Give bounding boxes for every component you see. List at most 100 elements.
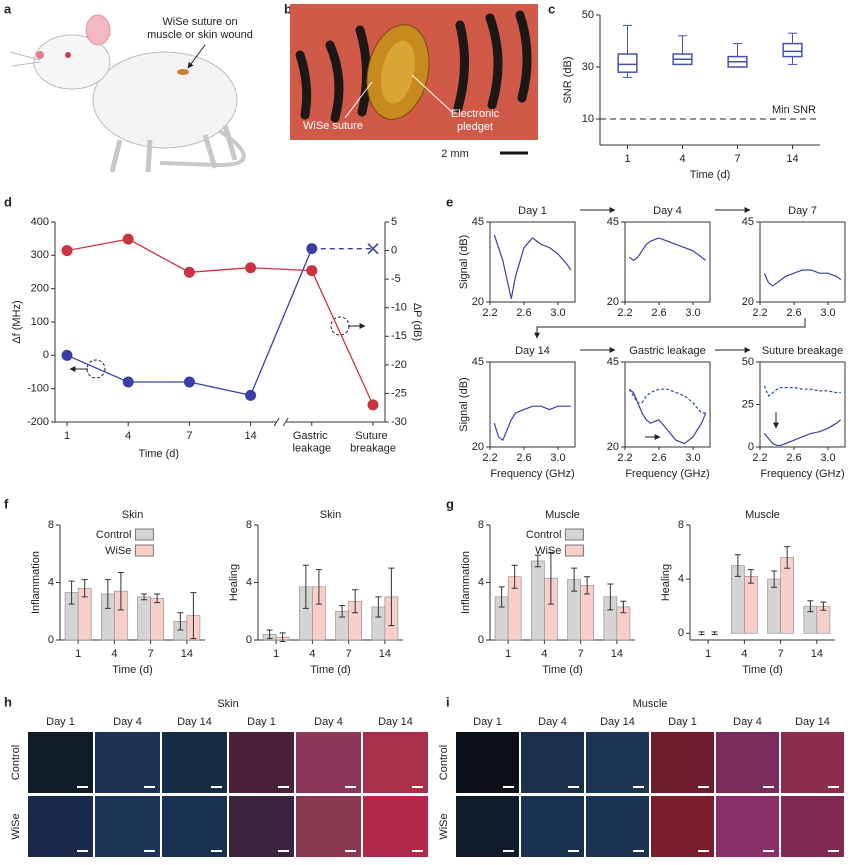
- panel-letter: i: [446, 694, 450, 709]
- column-label: Day 1: [46, 716, 75, 728]
- error-bar: [302, 564, 309, 609]
- micrograph-tile: [363, 732, 428, 793]
- x-tick-label: 2.6: [786, 307, 801, 319]
- bar: [744, 576, 758, 634]
- x-tick-label: 1: [624, 153, 630, 165]
- micrograph-tile: [296, 796, 361, 857]
- plot-frame: [759, 221, 846, 303]
- column-label: Day 1: [668, 716, 697, 728]
- x-tick-label: 14: [244, 430, 256, 442]
- micrograph-title: Muscle: [633, 698, 668, 710]
- box: [782, 42, 803, 58]
- x-tick-label: 2.2: [482, 307, 497, 319]
- micrograph-tile: [716, 732, 779, 793]
- plot-frame: [624, 361, 711, 448]
- error-bar: [698, 631, 705, 636]
- x-tick-label: 2.2: [752, 307, 767, 319]
- error-bar: [584, 576, 591, 595]
- x-axis-label: Time (d): [542, 664, 583, 676]
- y-tick-label: 45: [472, 356, 484, 368]
- y-tick-label: 4: [678, 573, 684, 585]
- x-tick-label: 4: [741, 648, 747, 660]
- y-tick-label: 0: [748, 441, 754, 453]
- panel-letter: c: [548, 1, 555, 16]
- plot-frame: [759, 361, 846, 448]
- x-tick-label: 1: [273, 648, 279, 660]
- y-tick-label: -100: [27, 383, 49, 395]
- x-axis-label: Frequency (GHz): [490, 468, 574, 480]
- bar: [150, 598, 164, 641]
- x-tick-label: 2.6: [651, 452, 666, 464]
- x-tick-label: 2.2: [617, 452, 632, 464]
- micrograph-tile: [95, 732, 160, 793]
- x-tick-label: 2.6: [516, 452, 531, 464]
- y-tick-label: 25: [742, 398, 754, 410]
- x-tick-label: 4: [309, 648, 315, 660]
- y-tick-label: 45: [742, 216, 754, 228]
- column-label: Day 14: [600, 716, 635, 728]
- chart-title: Skin: [320, 509, 341, 521]
- error-bar: [771, 570, 778, 588]
- y-tick-label: 45: [607, 216, 619, 228]
- error-bar: [547, 551, 554, 605]
- photo-label: Electronic: [451, 108, 500, 120]
- series-line-dashed: [763, 385, 841, 397]
- x-tick-label: 3.0: [550, 452, 565, 464]
- scale-bar-label: 2 mm: [441, 148, 469, 160]
- chart-title: Muscle: [545, 509, 580, 521]
- y-tick-label: 400: [31, 216, 49, 228]
- error-bar: [154, 593, 161, 604]
- point: [122, 376, 134, 388]
- x-marker: [367, 243, 379, 255]
- error-bar: [190, 592, 197, 640]
- y-tick-label: -5: [391, 273, 401, 285]
- error-bar: [498, 586, 505, 608]
- point: [245, 262, 257, 274]
- column-label: Day 1: [473, 716, 502, 728]
- error-bar: [534, 554, 541, 568]
- error-bar: [571, 567, 578, 592]
- micrograph-tile: [296, 732, 361, 793]
- micrograph-tile: [651, 796, 714, 857]
- error-bar: [734, 554, 741, 577]
- error-bar: [820, 601, 827, 611]
- micrograph-tile: [456, 732, 519, 793]
- legend-label: WiSe: [105, 545, 131, 557]
- error-bar: [352, 589, 359, 614]
- micrograph-tile: [586, 796, 649, 857]
- x-tick-label: 7: [578, 648, 584, 660]
- micrograph-tile: [28, 732, 93, 793]
- panel-title: Gastric leakage: [629, 345, 705, 357]
- error-bar: [104, 579, 111, 609]
- x-axis-label: Time (d): [112, 664, 153, 676]
- x-tick-label: 4: [679, 153, 685, 165]
- x-tick-label: 7: [186, 430, 192, 442]
- x-tick-label: 4: [125, 430, 131, 442]
- y-tick-label: 8: [48, 519, 54, 531]
- y2-axis-label: ΔP (dB): [411, 303, 423, 341]
- y-tick-label: 8: [246, 519, 252, 531]
- panel-title: Day 4: [653, 205, 682, 217]
- bar: [780, 557, 794, 634]
- y-axis-label: Signal (dB): [458, 235, 470, 289]
- y-tick-label: 100: [31, 316, 49, 328]
- panel-title: Day 1: [518, 205, 547, 217]
- micrograph-title: Skin: [217, 698, 238, 710]
- micrograph-tile: [716, 796, 779, 857]
- y-axis-label: Inflammation: [460, 551, 472, 614]
- row-label: Control: [438, 745, 450, 780]
- x-axis-label: Frequency (GHz): [625, 468, 709, 480]
- panel-title: Day 14: [515, 345, 550, 357]
- y-axis-label: Signal (dB): [458, 377, 470, 431]
- point: [306, 243, 318, 255]
- micrograph-tile: [363, 796, 428, 857]
- series-line: [66, 238, 374, 406]
- y-tick-label: 50: [742, 356, 754, 368]
- x-axis-label: Time (d): [690, 169, 731, 181]
- error-bar: [747, 569, 754, 584]
- y-tick-label: 300: [31, 249, 49, 261]
- error-bar: [620, 600, 627, 614]
- micrograph-tile: [456, 796, 519, 857]
- axis-indicator: [69, 316, 366, 379]
